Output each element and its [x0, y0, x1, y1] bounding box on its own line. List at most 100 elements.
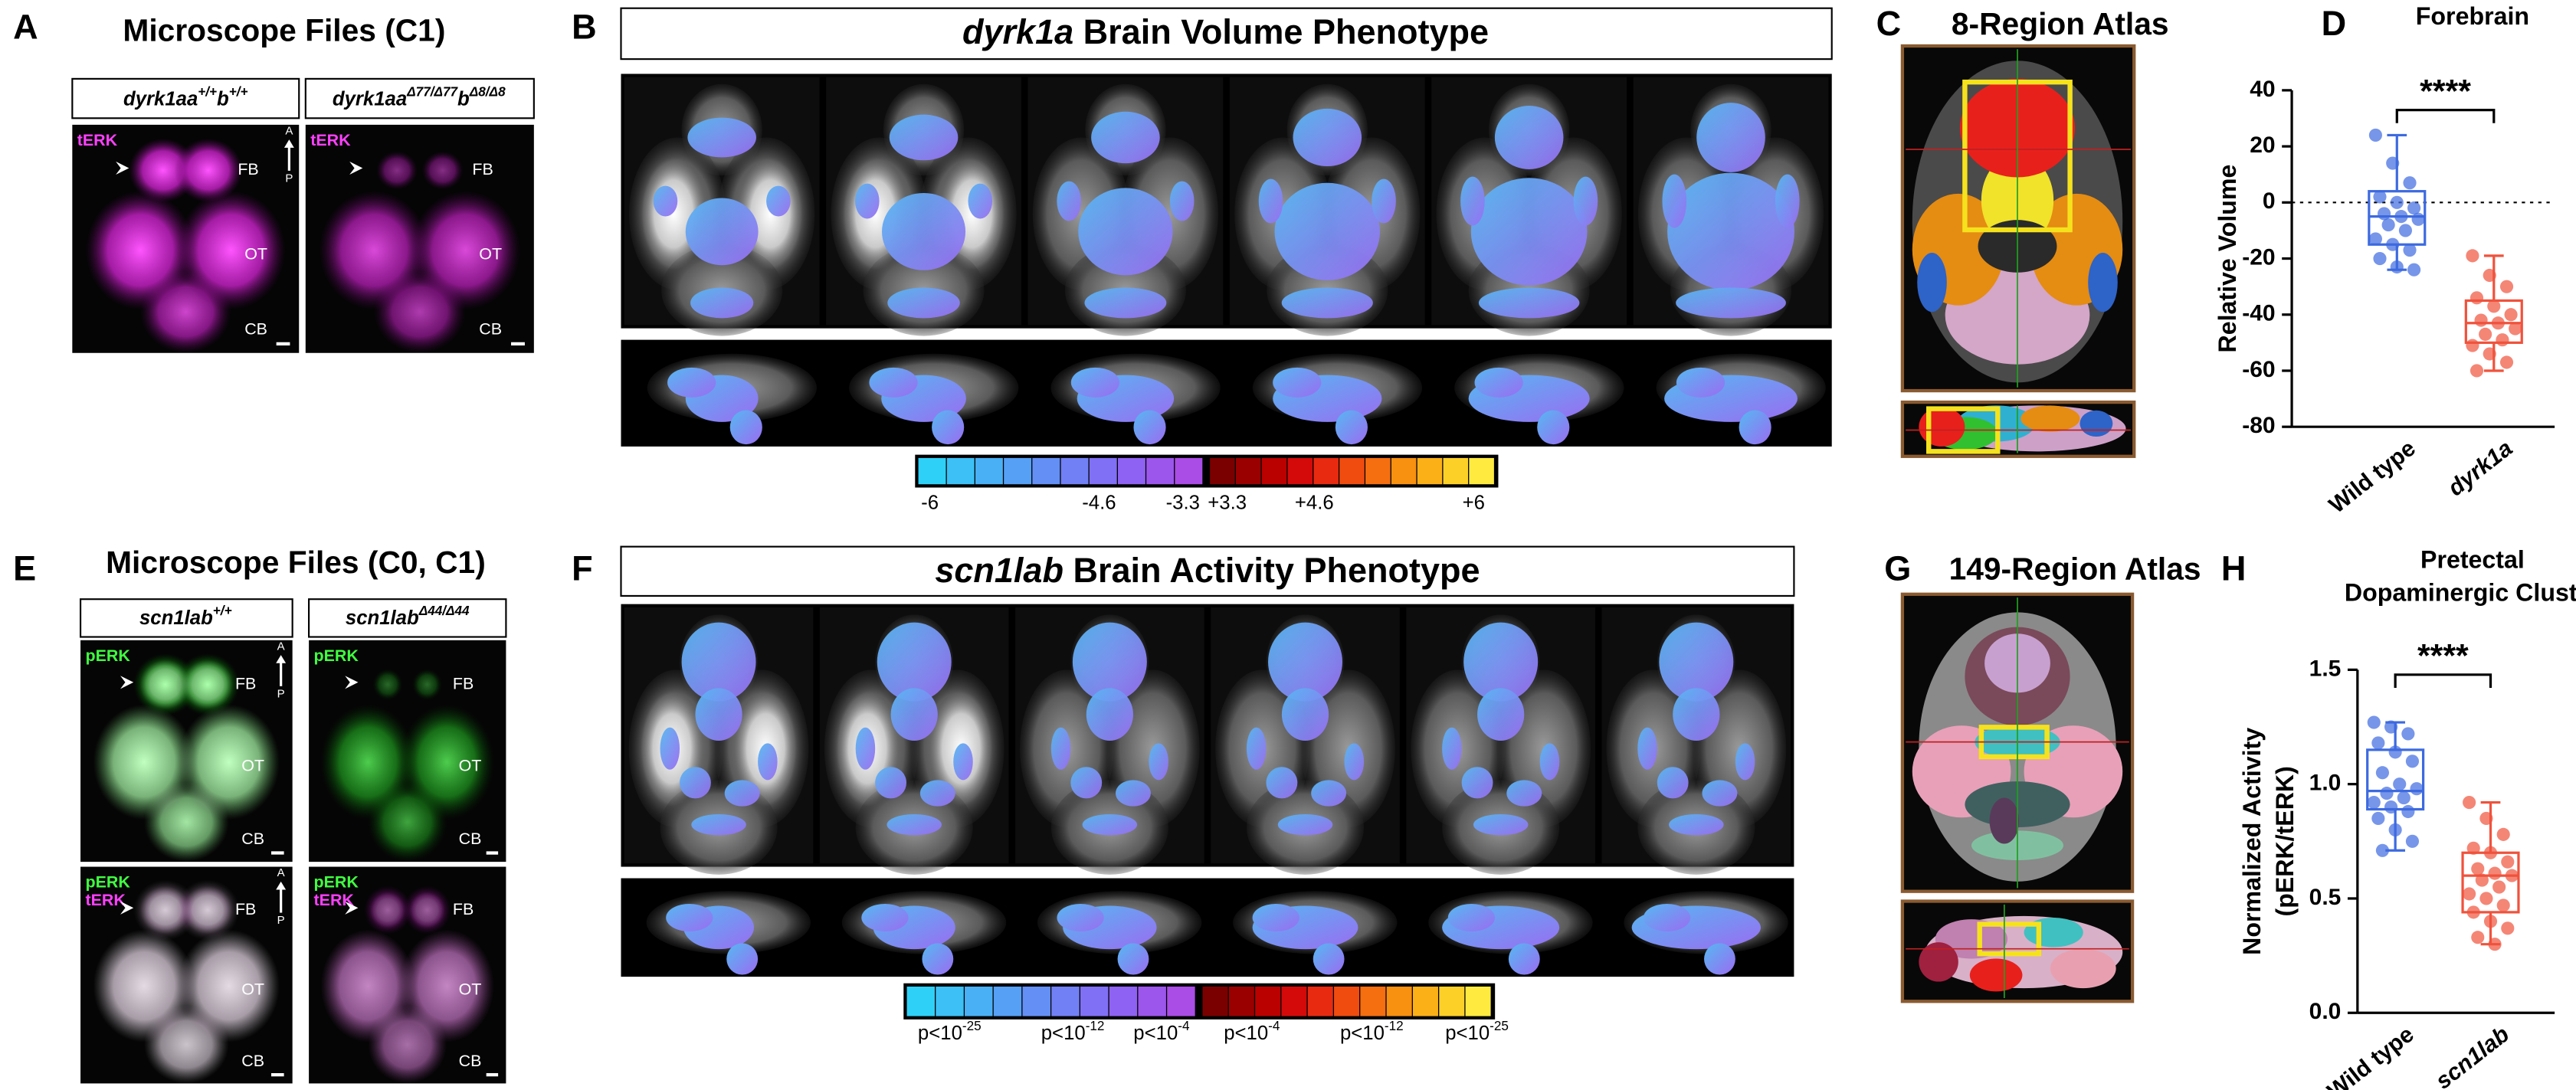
data-point: [2496, 899, 2510, 912]
phenotype-blob: [729, 410, 762, 445]
genotype-superscript: Δ8/Δ8: [469, 83, 506, 99]
colorbar-label-exponent: -25: [1490, 1018, 1509, 1033]
significance-bracket: [2394, 673, 2492, 688]
phenotype-blob: [968, 183, 993, 219]
colorbar-cell: [1032, 457, 1060, 485]
data-point: [2479, 892, 2493, 905]
colorbar-cell: [1051, 986, 1080, 1016]
y-tick-label: 0.5: [2309, 885, 2342, 910]
phenotype-blob: [1274, 182, 1381, 280]
arrowhead: [345, 901, 359, 915]
colorbar-label-exponent: -4: [1268, 1018, 1280, 1033]
region-label: OT: [479, 244, 502, 263]
colorbar-cell: [1146, 457, 1175, 485]
brain-signal: [139, 660, 191, 710]
phenotype-blob: [1539, 743, 1560, 781]
phenotype-blob: [1470, 178, 1588, 286]
atlas-selection: [1977, 921, 2042, 957]
phenotype-blob: [1676, 367, 1726, 398]
phenotype-blob: [1460, 176, 1485, 226]
atlas-region: [1989, 797, 2020, 844]
phenotype-blob: [1344, 743, 1365, 781]
phenotype-blob: [1169, 181, 1195, 221]
genotype-superscript: +/+: [229, 83, 248, 99]
data-point: [2487, 300, 2501, 313]
data-point: [2403, 176, 2417, 190]
phenotype-blob: [1637, 727, 1657, 770]
stain-label: tERK: [310, 131, 351, 149]
y-tick-label: -60: [2242, 357, 2275, 382]
phenotype-blob: [922, 943, 954, 975]
genotype-name: dyrk1aa: [333, 89, 407, 110]
panel-title: dyrk1a Brain Volume Phenotype: [962, 12, 1489, 51]
axis-anterior: A: [277, 866, 285, 879]
phenotype-blob: [861, 903, 909, 931]
atlas-region: [2020, 405, 2080, 432]
atlas-region: [2050, 948, 2116, 989]
phenotype-blob: [666, 903, 713, 931]
phenotype-blob: [1739, 410, 1771, 445]
genotype-name: scn1lab: [139, 607, 213, 629]
atlas-region: [1917, 253, 1947, 313]
axis-posterior: P: [277, 914, 285, 927]
colorbar-cell: [1117, 457, 1145, 485]
colorbar-label: p<10-4: [1224, 1018, 1280, 1044]
phenotype-blob: [1293, 108, 1362, 167]
axis-posterior: P: [277, 687, 285, 700]
stain-label: pERK: [85, 873, 130, 892]
axis-arrow-head: [276, 881, 287, 890]
data-point: [2504, 308, 2518, 322]
colorbar-label: p<10-4: [1133, 1018, 1190, 1044]
colorbar-label-base: p<10: [918, 1023, 962, 1044]
colorbar-cell: [946, 457, 975, 485]
colorbar-cell: [1089, 457, 1117, 485]
colorbar-cell: [1175, 457, 1203, 485]
phenotype-blob: [1702, 780, 1738, 807]
significance-bracket: [2395, 108, 2496, 123]
arrowhead: [120, 676, 134, 689]
genotype: scn1labΔ44/Δ44: [346, 602, 470, 628]
region-label: CB: [244, 320, 267, 339]
phenotype-blob: [1372, 178, 1396, 224]
data-point: [2367, 715, 2381, 729]
title-gene: scn1lab: [935, 551, 1064, 590]
arrowhead: [345, 676, 359, 689]
phenotype-blob: [758, 743, 778, 781]
phenotype-blob: [1477, 688, 1525, 741]
y-tick-label: 20: [2250, 133, 2275, 158]
panel-letter: B: [572, 7, 597, 46]
phenotype-blob: [855, 727, 876, 770]
colorbar-cell: [1339, 457, 1365, 485]
phenotype-blob: [685, 198, 759, 266]
region-label: CB: [241, 830, 264, 848]
colorbar-label-base: p<10: [1133, 1023, 1178, 1044]
phenotype-blob: [653, 185, 678, 217]
colorbar-label: -3.3: [1166, 493, 1200, 514]
data-point: [2471, 862, 2485, 876]
colorbar-cell: [1281, 986, 1307, 1016]
region-label: CB: [459, 830, 482, 848]
phenotype-blob: [724, 780, 760, 807]
genotype-superscript: +/+: [198, 83, 217, 99]
title-gene: dyrk1a: [962, 12, 1073, 51]
phenotype-blob: [660, 727, 680, 770]
colorbar-label: p<10-12: [1340, 1018, 1404, 1044]
region-label: FB: [453, 674, 474, 692]
colorbar-cell: [1386, 986, 1412, 1016]
data-point: [2397, 791, 2410, 805]
phenotype-blob: [1268, 622, 1342, 702]
phenotype-blob: [1091, 111, 1160, 164]
data-point: [2388, 745, 2402, 759]
data-point: [2505, 869, 2519, 882]
colorbar-cell: [1465, 986, 1491, 1016]
colorbar-cell: [1417, 457, 1443, 485]
genotype-box: [71, 77, 300, 119]
colorbar-cell: [1255, 986, 1281, 1016]
colorbar-cell: [1469, 457, 1494, 485]
phenotype-blob: [1252, 903, 1299, 931]
colorbar-cell: [1022, 986, 1050, 1016]
data-point: [2386, 156, 2400, 170]
colorbar-cell: [1109, 986, 1138, 1016]
phenotype-blob: [1057, 181, 1081, 221]
